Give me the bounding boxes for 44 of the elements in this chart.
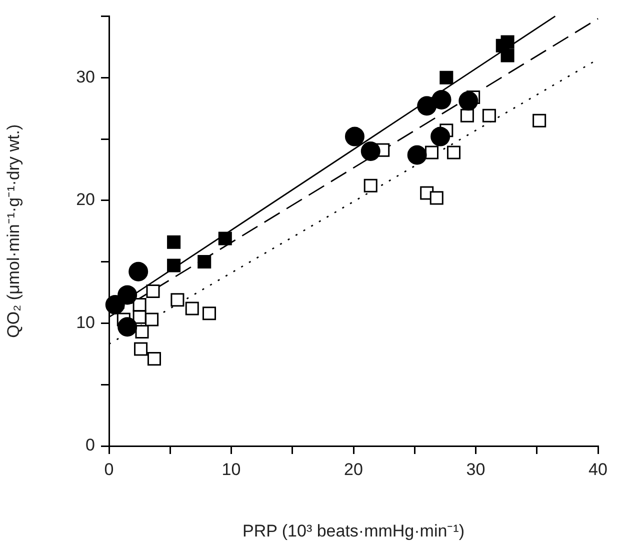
point (500, 35, 514, 49)
point (460, 108, 474, 122)
y-tick-label: 10 (76, 312, 95, 332)
point (482, 108, 496, 122)
point (105, 295, 125, 315)
x-tick-label: 30 (466, 460, 486, 479)
point (532, 114, 546, 128)
y-tick-label: 20 (76, 190, 95, 210)
point (344, 126, 364, 146)
point (446, 146, 461, 160)
x-tick-label: 0 (104, 460, 114, 479)
point (118, 317, 138, 337)
x-tick-label: 40 (588, 460, 608, 479)
point (417, 96, 437, 116)
point (430, 126, 450, 146)
point (430, 191, 444, 205)
point (458, 91, 478, 111)
point (185, 302, 199, 316)
y-tick-label: 0 (86, 436, 95, 455)
point (134, 342, 148, 356)
point (424, 146, 438, 160)
point (407, 145, 427, 165)
point (198, 255, 212, 269)
x-axis-title: PRP (10³ beats·mmHg·min⁻¹) (242, 521, 465, 540)
point (145, 312, 159, 326)
point (440, 70, 454, 84)
point (118, 285, 138, 305)
x-tick-label: 10 (222, 460, 241, 479)
point (167, 258, 181, 272)
x-tick-label: 20 (344, 460, 363, 479)
y-axis-title: QO₂ (μmol·min⁻¹·g⁻¹·dry wt.) (4, 124, 23, 338)
point (432, 90, 452, 110)
point (147, 352, 161, 366)
point (218, 232, 232, 246)
point (128, 262, 148, 282)
point (500, 48, 514, 62)
point (364, 178, 378, 192)
point (135, 325, 149, 339)
point (360, 142, 380, 162)
point (202, 306, 216, 320)
point (170, 293, 184, 307)
point (167, 235, 181, 249)
point (146, 284, 160, 298)
y-tick-label: 30 (76, 67, 95, 86)
